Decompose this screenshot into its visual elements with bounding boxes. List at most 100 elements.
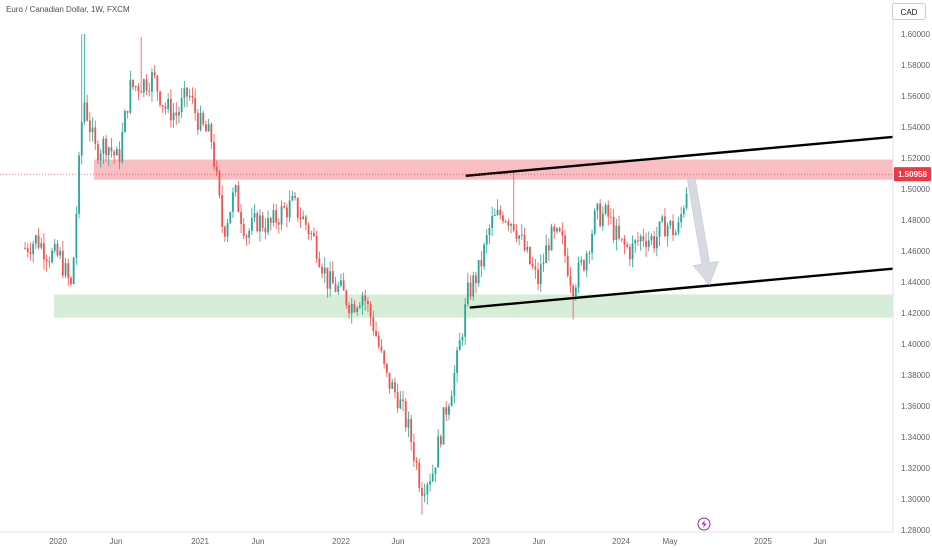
time-tick-label: 2021 bbox=[191, 537, 209, 546]
time-axis[interactable]: 2020 Jun 2021 Jun 2022 Jun 2023 Jun 2024 May 2025 J… bbox=[49, 537, 826, 546]
candle bbox=[483, 242, 485, 271]
lower-trendline[interactable] bbox=[469, 267, 894, 309]
candle bbox=[372, 310, 375, 336]
candle bbox=[434, 467, 437, 482]
projection-arrow[interactable] bbox=[686, 177, 719, 286]
candle bbox=[126, 110, 129, 119]
candle bbox=[623, 234, 626, 255]
candle bbox=[534, 258, 537, 279]
candle bbox=[256, 210, 259, 233]
candle bbox=[458, 332, 461, 351]
symbol-title: Euro / Canadian Dollar, 1W, FXCM bbox=[6, 5, 130, 14]
candle bbox=[348, 302, 350, 319]
candle bbox=[407, 411, 410, 438]
candle bbox=[383, 349, 386, 369]
candle bbox=[134, 85, 137, 92]
candle bbox=[329, 261, 332, 297]
candle bbox=[477, 260, 480, 287]
currency-button[interactable]: CAD bbox=[892, 3, 926, 20]
candle bbox=[545, 234, 548, 264]
candle bbox=[442, 407, 445, 445]
candle bbox=[269, 216, 272, 231]
zones-layer bbox=[54, 159, 893, 318]
candle bbox=[94, 120, 97, 150]
lightning-icon[interactable] bbox=[697, 517, 711, 531]
candle bbox=[493, 208, 496, 217]
candle bbox=[520, 224, 523, 240]
candle bbox=[221, 185, 224, 234]
candle bbox=[178, 106, 180, 124]
candle bbox=[556, 227, 558, 234]
price-tick-label: 1.60000 bbox=[901, 30, 930, 39]
candle bbox=[674, 229, 677, 236]
candle bbox=[504, 219, 507, 223]
candle bbox=[585, 250, 588, 277]
candle bbox=[361, 292, 364, 315]
time-tick-label: Jun bbox=[814, 537, 827, 546]
time-tick-label: Jun bbox=[110, 537, 123, 546]
candle bbox=[323, 257, 326, 283]
price-tick-label: 1.46000 bbox=[901, 247, 930, 256]
candle bbox=[402, 390, 404, 412]
candle bbox=[518, 234, 521, 246]
candle bbox=[213, 133, 215, 171]
price-tick-label: 1.56000 bbox=[901, 92, 930, 101]
candle bbox=[167, 93, 170, 114]
candle bbox=[599, 199, 602, 228]
candle bbox=[202, 110, 205, 127]
price-tick-label: 1.28000 bbox=[901, 526, 930, 535]
time-tick-label: 2023 bbox=[472, 537, 490, 546]
candle bbox=[107, 146, 110, 166]
candle bbox=[253, 204, 256, 223]
candle bbox=[121, 122, 124, 165]
candle bbox=[34, 234, 37, 250]
candle bbox=[466, 272, 469, 307]
time-tick-label: 2024 bbox=[612, 537, 630, 546]
candle bbox=[596, 202, 599, 220]
candle bbox=[542, 253, 545, 273]
candle bbox=[388, 372, 391, 394]
resistance-zone[interactable] bbox=[94, 159, 893, 180]
candle bbox=[59, 247, 62, 260]
candle bbox=[591, 229, 593, 261]
price-tick-label: 1.42000 bbox=[901, 309, 930, 318]
support-zone[interactable] bbox=[54, 294, 893, 318]
candle bbox=[672, 214, 674, 241]
candle bbox=[64, 258, 67, 279]
candle bbox=[264, 218, 267, 240]
candle bbox=[142, 78, 145, 98]
candle bbox=[199, 105, 202, 132]
price-tick-label: 1.50000 bbox=[901, 185, 930, 194]
candle bbox=[110, 137, 113, 158]
candle bbox=[148, 82, 151, 97]
candle bbox=[164, 102, 167, 115]
candle bbox=[615, 218, 618, 251]
candle bbox=[618, 215, 620, 241]
candle bbox=[558, 226, 561, 233]
candle bbox=[491, 206, 494, 237]
candle bbox=[229, 211, 232, 224]
candle bbox=[205, 120, 207, 132]
candle bbox=[48, 256, 51, 269]
candle bbox=[186, 87, 188, 107]
candle bbox=[421, 482, 423, 515]
candle bbox=[607, 200, 610, 226]
candle bbox=[569, 266, 572, 293]
candle bbox=[647, 231, 650, 252]
candle bbox=[250, 207, 253, 236]
candle bbox=[245, 233, 248, 246]
candle bbox=[102, 135, 105, 164]
candle bbox=[453, 365, 456, 404]
upper-trendline[interactable] bbox=[465, 135, 894, 178]
candle bbox=[215, 160, 218, 176]
price-axis[interactable]: 1.60000 1.58000 1.56000 1.54000 1.52000 1.500… bbox=[901, 30, 930, 535]
candle bbox=[475, 271, 477, 294]
price-tick-label: 1.52000 bbox=[901, 154, 930, 163]
candle bbox=[561, 222, 564, 245]
candle bbox=[502, 211, 504, 224]
candle bbox=[431, 464, 434, 483]
candle bbox=[226, 218, 229, 243]
candle bbox=[577, 256, 580, 294]
candle bbox=[496, 199, 499, 217]
